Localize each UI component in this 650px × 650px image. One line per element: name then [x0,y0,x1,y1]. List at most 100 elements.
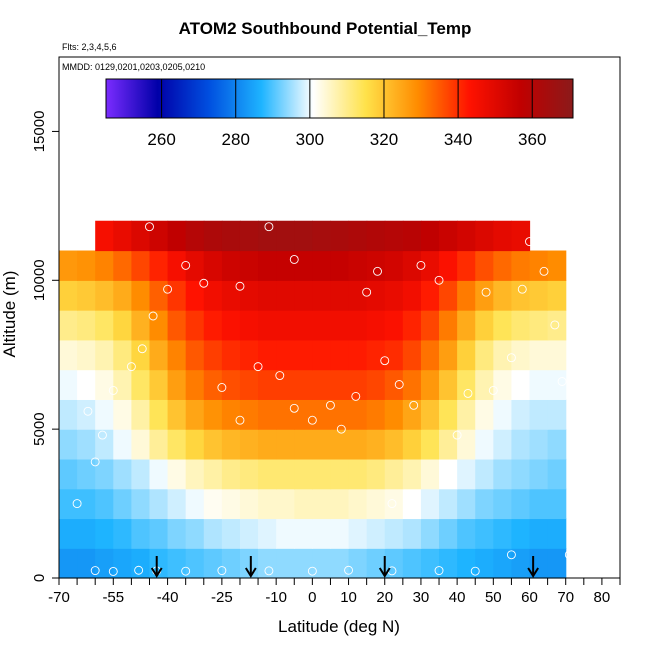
heatmap-cell [312,518,332,549]
sample-point [134,565,144,575]
heatmap-cell [149,458,169,490]
heatmap-cell [348,339,368,371]
heatmap-cell [258,518,277,549]
heatmap-cell [239,369,259,400]
heatmap-cell [312,399,332,430]
colorbar-gradient [105,78,574,119]
heatmap-cell [511,369,531,400]
heatmap-cell [529,250,549,281]
heatmap-cell [113,280,132,311]
heatmap-cell [239,250,259,281]
heatmap-cell [258,250,277,281]
heatmap-cell [276,280,295,311]
heatmap-cell [529,369,549,400]
heatmap-cell [221,339,241,371]
heatmap-cell [402,548,422,579]
heatmap-cell [547,488,567,520]
heatmap-cell [59,250,78,281]
sample-point [557,377,567,386]
heatmap-cell [203,518,223,549]
heatmap-cell [167,369,187,400]
sample-point [434,566,444,576]
heatmap-cell [276,429,295,460]
sample-point [217,566,227,576]
heatmap-cell [95,518,114,549]
heatmap-cell [203,399,223,430]
heatmap-cell [167,280,187,311]
heatmap-cell [529,310,549,341]
heatmap-cell [167,310,187,341]
heatmap-cell [402,488,422,520]
heatmap-cell [131,518,151,549]
sample-point [336,424,346,434]
x-tick-label: 40 [449,589,466,606]
heatmap-cell [475,339,494,371]
heatmap-cell [258,458,277,490]
heatmap-cell [95,488,114,520]
sample-point [163,284,173,294]
heatmap-cell [258,488,277,520]
heatmap-cell [330,488,350,520]
heatmap-cell [167,458,187,490]
heatmap-cell [294,518,313,549]
heatmap-cell [276,310,295,341]
heatmap-cell [439,339,458,371]
heatmap-cell [366,310,386,341]
heatmap-cell [330,310,350,341]
heatmap-cell [420,250,440,281]
heatmap-cell [221,548,241,579]
sample-point [564,550,574,560]
sample-point [217,383,227,392]
heatmap-cell [457,310,476,341]
sample-point [253,362,263,372]
heatmap-cell [167,518,187,549]
heatmap-cell [185,488,205,520]
heatmap-cell [95,310,114,341]
heatmap-cell [221,280,241,311]
heatmap-cell [276,339,295,371]
heatmap-cell [149,250,169,281]
heatmap-cell [276,518,295,549]
heatmap-cell [276,399,295,430]
heatmap-cell [294,369,313,400]
heatmap-cell [529,280,549,311]
heatmap-cell [239,220,259,252]
heatmap-cell [511,399,531,430]
heatmap-cell [59,369,78,400]
sample-point [108,567,118,576]
heatmap-cell [294,399,313,430]
heatmap-cell [113,250,132,281]
heatmap-cell [366,339,386,371]
heatmap-cell [384,518,404,549]
heatmap-cell [420,399,440,430]
heatmap-cell [203,488,223,520]
heatmap-cell [239,339,259,371]
heatmap-cell [348,399,368,430]
heatmap-cell [185,429,205,460]
heatmap-cell [402,458,422,490]
heatmap-cell [77,339,96,371]
heatmap-cell [185,458,205,490]
heatmap-cell [402,339,422,371]
heatmap-cell [493,250,513,281]
heatmap-cells [59,220,567,579]
heatmap-cell [276,369,295,400]
sample-point [452,430,462,440]
sample-point [517,284,527,294]
heatmap-cell [348,548,368,579]
sample-point [72,499,82,509]
sample-point [550,320,560,330]
plot-frame [58,56,621,579]
sample-point [181,566,191,576]
heatmap-cell [439,488,458,520]
heatmap-cell [312,429,332,460]
heatmap-cell [529,429,549,460]
heatmap-cell [59,310,78,341]
heatmap-cell [131,250,151,281]
heatmap-cell [366,429,386,460]
heatmap-cell [203,280,223,311]
x-tick-label: -40 [157,589,179,606]
sample-point [463,388,473,398]
y-axis: 0 5000 10000 15000 [31,111,59,582]
